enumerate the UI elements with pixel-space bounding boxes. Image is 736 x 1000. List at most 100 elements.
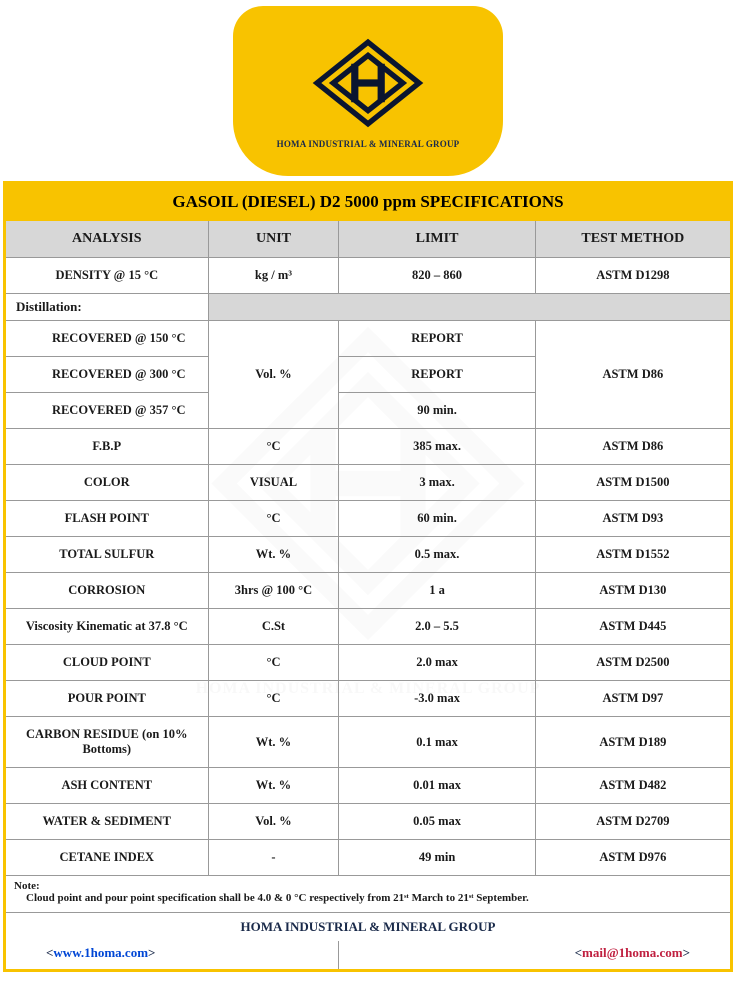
footer-company: HOMA INDUSTRIAL & MINERAL GROUP (5, 913, 732, 942)
table-row: TOTAL SULFURWt. %0.5 max.ASTM D1552 (5, 537, 732, 573)
cell-method: ASTM D2709 (535, 804, 731, 840)
table-header-row: ANALYSIS UNIT LIMIT TEST METHOD (5, 221, 732, 258)
cell-analysis: Viscosity Kinematic at 37.8 °C (5, 609, 209, 645)
cell-limit: 1 a (339, 573, 535, 609)
specifications-table: GASOIL (DIESEL) D2 5000 ppm SPECIFICATIO… (3, 181, 733, 972)
cell-analysis: CARBON RESIDUE (on 10% Bottoms) (5, 717, 209, 768)
logo-container: HOMA INDUSTRIAL & MINERAL GROUP (0, 0, 736, 178)
cell-unit: °C (208, 681, 339, 717)
distillation-blank (208, 294, 731, 321)
footer-website[interactable]: www.1homa.com (53, 945, 148, 960)
table-row: WATER & SEDIMENTVol. %0.05 maxASTM D2709 (5, 804, 732, 840)
cell-method: ASTM D86 (535, 429, 731, 465)
cell-method: ASTM D86 (535, 321, 731, 429)
cell-unit: °C (208, 429, 339, 465)
cell-method: ASTM D445 (535, 609, 731, 645)
table-row: CARBON RESIDUE (on 10% Bottoms)Wt. %0.1 … (5, 717, 732, 768)
cell-unit: Wt. % (208, 768, 339, 804)
table-row: CETANE INDEX-49 minASTM D976 (5, 840, 732, 876)
cell-method: ASTM D130 (535, 573, 731, 609)
cell-analysis: COLOR (5, 465, 209, 501)
cell-unit: C.St (208, 609, 339, 645)
cell-limit: 0.05 max (339, 804, 535, 840)
cell-unit: kg / m³ (208, 258, 339, 294)
logo-block: HOMA INDUSTRIAL & MINERAL GROUP (233, 6, 503, 176)
bracket-right: > (683, 945, 690, 960)
cell-method: ASTM D93 (535, 501, 731, 537)
table-row: Viscosity Kinematic at 37.8 °CC.St2.0 – … (5, 609, 732, 645)
cell-limit: 0.1 max (339, 717, 535, 768)
cell-analysis: RECOVERED @ 357 °C (5, 393, 209, 429)
cell-limit: REPORT (339, 321, 535, 357)
bracket-right: > (148, 945, 155, 960)
distillation-label-row: Distillation: (5, 294, 732, 321)
footer-email-cell: <mail@1homa.com> (339, 941, 732, 971)
footer-company-row: HOMA INDUSTRIAL & MINERAL GROUP (5, 913, 732, 942)
table-title: GASOIL (DIESEL) D2 5000 ppm SPECIFICATIO… (5, 183, 732, 221)
cell-limit: -3.0 max (339, 681, 535, 717)
cell-method: ASTM D2500 (535, 645, 731, 681)
header-unit: UNIT (208, 221, 339, 258)
footer-links-row: <www.1homa.com> <mail@1homa.com> (5, 941, 732, 971)
cell-analysis: DENSITY @ 15 °C (5, 258, 209, 294)
cell-method: ASTM D1500 (535, 465, 731, 501)
cell-method: ASTM D97 (535, 681, 731, 717)
cell-analysis: FLASH POINT (5, 501, 209, 537)
table-row: DENSITY @ 15 °C kg / m³ 820 – 860 ASTM D… (5, 258, 732, 294)
cell-limit: 385 max. (339, 429, 535, 465)
logo-company-name: HOMA INDUSTRIAL & MINERAL GROUP (277, 139, 460, 149)
cell-analysis: RECOVERED @ 150 °C (5, 321, 209, 357)
cell-limit: 3 max. (339, 465, 535, 501)
bracket-left: < (575, 945, 582, 960)
cell-method: ASTM D976 (535, 840, 731, 876)
cell-unit: - (208, 840, 339, 876)
note-text: Cloud point and pour point specification… (14, 892, 722, 904)
cell-analysis: ASH CONTENT (5, 768, 209, 804)
cell-analysis: F.B.P (5, 429, 209, 465)
cell-unit: VISUAL (208, 465, 339, 501)
cell-limit: 90 min. (339, 393, 535, 429)
footer-email[interactable]: mail@1homa.com (582, 945, 683, 960)
distillation-label: Distillation: (5, 294, 209, 321)
cell-analysis: CETANE INDEX (5, 840, 209, 876)
cell-analysis: TOTAL SULFUR (5, 537, 209, 573)
note-row: Note: Cloud point and pour point specifi… (5, 876, 732, 913)
cell-unit: Vol. % (208, 804, 339, 840)
header-test-method: TEST METHOD (535, 221, 731, 258)
cell-unit: °C (208, 501, 339, 537)
cell-limit: 2.0 max (339, 645, 535, 681)
table-row: FLASH POINT°C60 min.ASTM D93 (5, 501, 732, 537)
cell-unit: °C (208, 645, 339, 681)
table-row: F.B.P°C385 max.ASTM D86 (5, 429, 732, 465)
cell-unit: Wt. % (208, 717, 339, 768)
cell-limit: REPORT (339, 357, 535, 393)
table-row: COLORVISUAL3 max.ASTM D1500 (5, 465, 732, 501)
cell-limit: 60 min. (339, 501, 535, 537)
company-logo-icon (308, 33, 428, 133)
cell-analysis: RECOVERED @ 300 °C (5, 357, 209, 393)
table-row: CORROSION3hrs @ 100 °C1 aASTM D130 (5, 573, 732, 609)
cell-analysis: POUR POINT (5, 681, 209, 717)
cell-limit: 0.01 max (339, 768, 535, 804)
note-label: Note: (14, 880, 722, 892)
cell-method: ASTM D1552 (535, 537, 731, 573)
cell-analysis: CLOUD POINT (5, 645, 209, 681)
cell-limit: 820 – 860 (339, 258, 535, 294)
table-title-row: GASOIL (DIESEL) D2 5000 ppm SPECIFICATIO… (5, 183, 732, 221)
cell-limit: 2.0 – 5.5 (339, 609, 535, 645)
cell-limit: 49 min (339, 840, 535, 876)
cell-method: ASTM D189 (535, 717, 731, 768)
cell-unit: Wt. % (208, 537, 339, 573)
header-limit: LIMIT (339, 221, 535, 258)
table-row: RECOVERED @ 150 °C Vol. % REPORT ASTM D8… (5, 321, 732, 357)
cell-limit: 0.5 max. (339, 537, 535, 573)
cell-analysis: CORROSION (5, 573, 209, 609)
cell-unit: 3hrs @ 100 °C (208, 573, 339, 609)
footer-website-cell: <www.1homa.com> (5, 941, 339, 971)
table-row: POUR POINT°C-3.0 maxASTM D97 (5, 681, 732, 717)
table-row: ASH CONTENTWt. %0.01 maxASTM D482 (5, 768, 732, 804)
cell-method: ASTM D1298 (535, 258, 731, 294)
table-row: CLOUD POINT°C2.0 maxASTM D2500 (5, 645, 732, 681)
cell-method: ASTM D482 (535, 768, 731, 804)
cell-analysis: WATER & SEDIMENT (5, 804, 209, 840)
